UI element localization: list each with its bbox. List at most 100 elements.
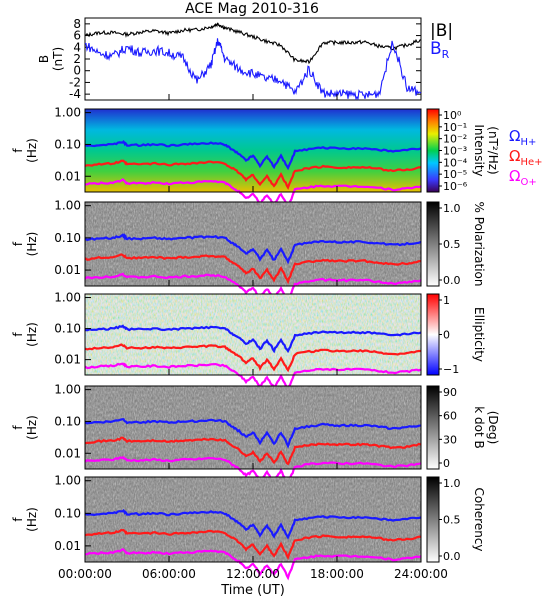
gyro-line-He-coherency xyxy=(84,528,422,561)
gyro-line-He-polarization xyxy=(84,253,422,285)
ylabel-unit-polarization: (Hz) xyxy=(25,232,39,257)
legend-gyro-sub: H+ xyxy=(520,137,536,148)
colorbar-tick-label-intensity: 10⁻⁶ xyxy=(443,180,468,193)
legend-gyro-O: ΩO+ xyxy=(509,167,537,188)
colorbar-tick-label-intensity: 10⁻¹ xyxy=(443,121,467,134)
colorbar-unit-intensity: (nT²/Hz) xyxy=(486,126,500,174)
legend-gyro-H: ΩH+ xyxy=(509,127,536,148)
ytick-label-coherency: 0.01 xyxy=(54,539,81,553)
ylabel-group-kdotb: f (Hz) xyxy=(11,415,39,440)
ytick-label-kdotb: 0.01 xyxy=(54,446,81,460)
ylabel-group-intensity: f (Hz) xyxy=(11,138,39,163)
ylabel-ellipticity: f xyxy=(11,332,25,337)
colorbar-tick-label-ellipticity: −1 xyxy=(443,363,459,376)
ylabel-unit-coherency: (Hz) xyxy=(25,507,39,532)
spectrogram-intensity xyxy=(85,109,421,192)
ytick-label-ellipticity: 0.01 xyxy=(54,353,81,367)
colorbar-tick-label-polarization: 1.0 xyxy=(443,202,461,215)
b-ylabel: B xyxy=(37,55,51,63)
b-ytick-label: -2 xyxy=(69,75,81,89)
colorbar-tick-label-kdotb: 30 xyxy=(443,433,457,446)
colorbar-tick-label-intensity: 10⁻⁴ xyxy=(443,156,468,169)
colorbar-label-polarization: % Polarization xyxy=(472,202,486,287)
xtick-label: 06:00:00 xyxy=(142,567,196,581)
gyro-line-O-kdotb xyxy=(84,455,422,487)
gyro-line-He-intensity xyxy=(84,159,422,191)
colorbar-tick-label-kdotb: 60 xyxy=(443,410,457,423)
gyro-line-O-ellipticity xyxy=(84,362,422,392)
colorbar-tick-label-kdotb: 0 xyxy=(443,457,450,470)
ytick-label-polarization: 0.10 xyxy=(54,231,81,245)
ytick-label-coherency: 0.10 xyxy=(54,506,81,520)
spectrogram-noise-polarization xyxy=(85,202,421,286)
ytick-label-kdotb: 0.10 xyxy=(54,414,81,428)
figure-title: ACE Mag 2010-316 xyxy=(185,1,319,17)
spectrogram-noise-kdotb xyxy=(85,386,421,469)
ytick-label-ellipticity: 1.00 xyxy=(54,291,81,305)
ylabel-intensity: f xyxy=(11,148,25,153)
gyro-line-O-intensity xyxy=(84,178,422,211)
ylabel-group-polarization: f (Hz) xyxy=(11,232,39,257)
b-ytick-label: -4 xyxy=(69,87,81,101)
legend-gyro-sub: O+ xyxy=(520,177,536,188)
x-axis-label: Time (UT) xyxy=(220,583,285,598)
b-ytick-label: 4 xyxy=(73,40,81,54)
ytick-label-polarization: 1.00 xyxy=(54,199,81,213)
series-line-b-total xyxy=(84,22,422,65)
colorbar-tick-label-coherency: 0.0 xyxy=(443,550,461,563)
ytick-label-intensity: 1.00 xyxy=(54,106,81,120)
panel-b-frame xyxy=(84,17,422,101)
gyro-line-O-polarization xyxy=(84,272,422,305)
colorbar-tick-label-intensity: 10⁻² xyxy=(443,133,467,146)
colorbar-label-coherency: Coherency xyxy=(472,487,486,551)
ylabel-kdotb: f xyxy=(11,425,25,430)
b-ylabel-unit: (nT) xyxy=(51,47,65,71)
xtick-label: 12:00:00 xyxy=(226,567,280,581)
colorbar-tick-label-intensity: 10⁻³ xyxy=(443,145,467,158)
colorbar-ellipticity xyxy=(426,293,440,376)
ytick-label-polarization: 0.01 xyxy=(54,263,81,277)
legend-b-r: BR xyxy=(430,39,450,61)
colorbar-label-ellipticity: Ellipticity xyxy=(472,307,486,362)
colorbar-tick-label-ellipticity: 1 xyxy=(443,294,450,307)
xtick-label: 00:00:00 xyxy=(58,567,112,581)
b-ytick-label: 0 xyxy=(73,64,81,78)
colorbar-tick-label-ellipticity: 0 xyxy=(443,329,450,342)
ylabel-unit-intensity: (Hz) xyxy=(25,138,39,163)
b-ytick-label: 2 xyxy=(73,52,81,66)
ytick-label-intensity: 0.10 xyxy=(54,137,81,151)
gyro-line-He-kdotb xyxy=(84,436,422,466)
series-line-b-r xyxy=(84,38,422,101)
spectrogram-noise-coherency xyxy=(85,477,421,562)
gyro-line-He-ellipticity xyxy=(84,343,421,373)
gyro-line-H-kdotb xyxy=(84,418,422,449)
colorbar-label-group-intensity: Intensity (nT²/Hz) xyxy=(472,124,500,176)
colorbar-label-kdotb: k dot B xyxy=(472,406,486,448)
ytick-label-coherency: 1.00 xyxy=(54,474,81,488)
ylabel-group-coherency: f (Hz) xyxy=(11,507,39,532)
colorbar-kdotb xyxy=(426,385,440,470)
colorbar-tick-label-coherency: 1.0 xyxy=(443,477,461,490)
colorbar-unit-kdotb: (Deg) xyxy=(486,411,500,445)
ylabel-unit-kdotb: (Hz) xyxy=(25,415,39,440)
b-ytick-label: 8 xyxy=(73,17,81,31)
gyro-line-H-ellipticity xyxy=(84,324,422,354)
legend-b-total: |B| xyxy=(430,21,453,41)
ylabel-coherency: f xyxy=(11,517,25,522)
gyro-line-H-intensity xyxy=(84,140,422,171)
colorbar-label-group-kdotb: k dot B (Deg) xyxy=(472,406,500,448)
ytick-label-ellipticity: 0.10 xyxy=(54,322,81,336)
colorbar-label-group-coherency: Coherency xyxy=(472,487,486,551)
ytick-label-intensity: 0.01 xyxy=(54,169,81,183)
xtick-label: 24:00:00 xyxy=(394,567,448,581)
spectrogram-noise-ellipticity xyxy=(85,294,421,375)
colorbar-label-group-polarization: % Polarization xyxy=(472,202,486,287)
b-ylabel-group: B (nT) xyxy=(37,47,65,71)
ylabel-polarization: f xyxy=(11,241,25,246)
colorbar-tick-label-intensity: 10⁻⁵ xyxy=(443,168,467,181)
colorbar-label-intensity: Intensity xyxy=(472,124,486,176)
legend-gyro-He: ΩHe+ xyxy=(509,147,543,168)
colorbar-tick-label-intensity: 10⁰ xyxy=(443,109,462,122)
colorbar-coherency xyxy=(426,476,440,563)
colorbar-tick-label-polarization: 0.5 xyxy=(443,238,461,251)
